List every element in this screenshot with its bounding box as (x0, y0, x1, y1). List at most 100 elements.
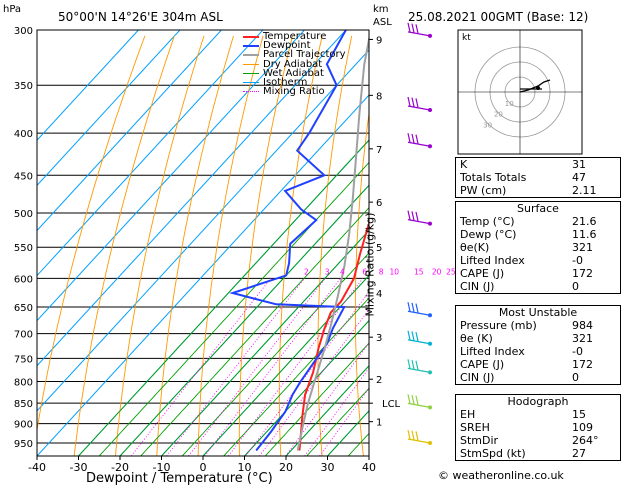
wind-barb (407, 210, 432, 226)
wind-barb-flag (415, 98, 419, 108)
isotherm-line (37, 30, 264, 277)
mixing-ratio-label: 6 (362, 267, 367, 276)
indices-table: K 31 Totals Totals 47 PW (cm) 2.11 (455, 157, 621, 198)
isotherm-line (37, 30, 347, 367)
mixing-ratio-label: 8 (379, 267, 384, 276)
legend-label: Isotherm (263, 76, 308, 88)
legend-label: Dewpoint (263, 40, 311, 52)
x-tick-label: -40 (28, 461, 46, 474)
wind-barb-flag (411, 430, 415, 440)
temperature-line (298, 220, 369, 451)
legend-swatch (243, 72, 259, 74)
mixing-ratio-label: 4 (340, 267, 345, 276)
mixing-ratio-label: 3 (325, 267, 330, 276)
parcel-trajectory-line (296, 34, 369, 451)
most-unstable-table: Most Unstable Pressure (mb) 984 θe (K) 321… (455, 305, 621, 385)
most-unstable-row: Pressure (mb) 984 (460, 319, 593, 332)
x-tick-label: 30 (321, 461, 335, 474)
wet-adiabat-line (98, 161, 369, 456)
mixing-ratio-line (304, 367, 369, 456)
index-row-k: K 31 (460, 158, 586, 171)
wind-barb-flag (407, 96, 411, 107)
wind-barb-flag (407, 210, 411, 220)
legend-swatch (243, 63, 259, 65)
wet-adiabat-line (78, 139, 369, 456)
pressure-tick-label: 800 (14, 377, 33, 388)
pressure-tick-label: 600 (14, 274, 33, 285)
legend-item-temperature: Temperature (243, 31, 346, 42)
wind-barb-flag (415, 211, 419, 222)
surface-table: Surface Temp (°C) 21.6 Dewp (°C) 11.6 θe(K… (455, 201, 621, 294)
dry-adiabat-line (156, 35, 234, 456)
wind-barb-dot (428, 441, 432, 446)
legend-label: Wet Adiabat (263, 67, 324, 79)
wind-barb-dot (428, 370, 432, 375)
wind-barb (407, 302, 432, 318)
wet-adiabat-line (327, 410, 369, 456)
wind-barb-flag (411, 133, 415, 144)
hodograph-table: Hodograph EH 15 SREH 109 StmDir 264° StmSpd… (455, 394, 621, 461)
wind-barb-flag (415, 395, 419, 405)
dry-adiabat-line (238, 35, 294, 456)
x-tick-label: 10 (238, 461, 252, 474)
wind-barb-flag (407, 394, 411, 404)
wind-barb-flag (407, 133, 411, 143)
km-tick-label: 2 (376, 375, 382, 386)
mixing-ratio-line (245, 291, 369, 456)
pressure-tick-label: 750 (14, 354, 33, 365)
dry-adiabat-line (197, 35, 264, 456)
copyright-link[interactable]: © weatheronline.co.uk (438, 469, 564, 482)
wind-barb-flag (411, 359, 415, 370)
legend-swatch (243, 44, 259, 47)
wind-barb-flag (411, 331, 415, 341)
surface-row: Temp (°C) 21.6 (460, 215, 597, 228)
wind-barb (407, 22, 432, 38)
wet-adiabat-line (306, 387, 369, 456)
index-row-pw: PW (cm) 2.11 (460, 184, 597, 197)
legend-label: Mixing Ratio (263, 86, 325, 98)
legend-item-dewpoint: Dewpoint (243, 40, 346, 52)
x-tick-label: 0 (200, 461, 207, 474)
legend-label: Temperature (263, 31, 327, 42)
wind-barb-flag (415, 134, 419, 144)
most-unstable-row: Lifted Index -0 (460, 345, 583, 358)
index-row-totals: Totals Totals 47 (460, 171, 586, 184)
wind-barb-flag (411, 211, 415, 221)
most-unstable-title: Most Unstable (498, 306, 578, 319)
hodograph-ring-label: 10 (505, 100, 514, 108)
dry-adiabat-line (73, 35, 175, 456)
mixing-ratio-label: 20 (432, 267, 442, 276)
dry-adiabat-line (37, 35, 146, 433)
legend-swatch (243, 91, 259, 93)
pressure-tick-label: 450 (14, 171, 33, 182)
wind-barb-staff (407, 105, 431, 111)
wind-barb-dot (428, 341, 432, 346)
pressure-tick-label: 550 (14, 243, 33, 254)
isotherm-line (37, 49, 369, 412)
wind-barb-staff (407, 438, 431, 444)
wind-barb (407, 330, 432, 346)
legend-label: Dry Adiabat (263, 58, 323, 70)
wind-barb-dot (428, 144, 432, 149)
legend-item-mixing-ratio: Mixing Ratio (243, 86, 346, 98)
hodograph-title: Hodograph (507, 395, 569, 408)
surface-row: CAPE (J) 172 (460, 267, 593, 280)
legend-item-isotherm: Isotherm (243, 76, 346, 88)
wet-adiabat-line (223, 297, 369, 456)
mixing-ratio-line (130, 278, 272, 456)
x-tick-label: -30 (70, 461, 88, 474)
wind-barb-flag (411, 23, 415, 33)
km-tick-label: 4 (376, 289, 382, 300)
wind-barb-flag (407, 330, 411, 340)
wind-barb-flag (411, 394, 415, 405)
wind-barb-dot (428, 33, 432, 38)
wind-barb-flag (415, 331, 419, 342)
x-tick-label: 40 (362, 461, 376, 474)
wind-barb-dot (428, 313, 432, 318)
isotherm-line (37, 30, 222, 232)
dry-adiabat-line (278, 35, 323, 456)
isotherm-line (37, 30, 181, 187)
pressure-tick-label: 650 (14, 303, 33, 314)
hodograph-unit-label: kt (462, 33, 471, 43)
mixing-ratio-label: 25 (446, 267, 456, 276)
